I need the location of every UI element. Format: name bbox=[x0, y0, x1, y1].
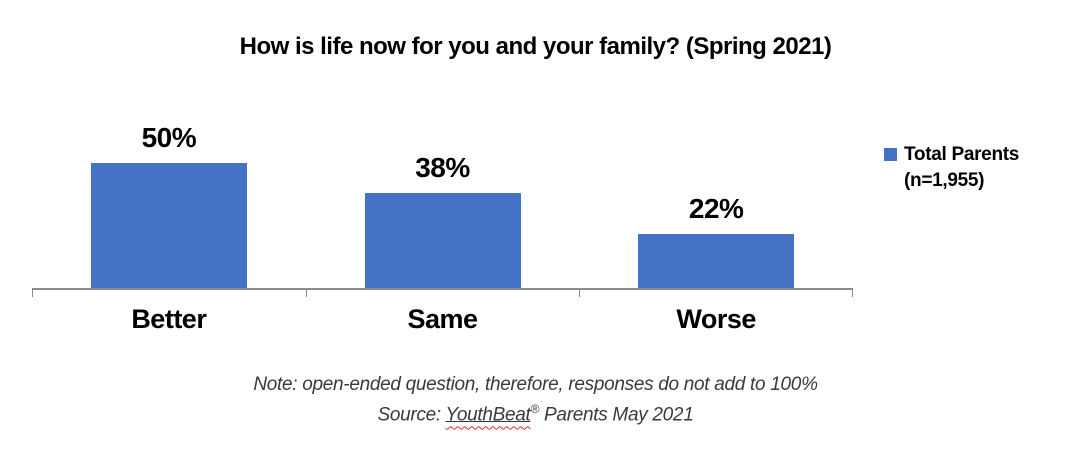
x-axis-tick bbox=[852, 290, 853, 297]
chart-title: How is life now for you and your family?… bbox=[239, 33, 832, 60]
source-prefix: Source: bbox=[377, 404, 446, 426]
bar-group-same: 38% bbox=[306, 110, 580, 290]
bar-same bbox=[364, 193, 521, 290]
value-label-better: 50% bbox=[141, 122, 197, 153]
category-label-worse: Worse bbox=[676, 304, 756, 334]
bar-better bbox=[90, 163, 247, 290]
bar-group-better: 50% bbox=[32, 110, 306, 290]
category-label-better: Better bbox=[131, 304, 207, 334]
footnote-text: Note: open-ended question, therefore, re… bbox=[253, 374, 818, 395]
category-labels-row: Better Same Worse bbox=[32, 304, 853, 335]
plot-area: 50% 38% 22% bbox=[32, 110, 853, 297]
bar-worse bbox=[638, 234, 795, 290]
source-brand: YouthBeat bbox=[445, 404, 531, 426]
x-axis-line bbox=[32, 288, 853, 290]
x-axis-tick bbox=[32, 290, 33, 297]
source-suffix: Parents May 2021 bbox=[539, 404, 694, 426]
legend-label-line1: Total Parents bbox=[904, 144, 1020, 165]
registered-trademark-symbol: ® bbox=[530, 402, 540, 416]
legend-label-line2: (n=1,955) bbox=[904, 169, 985, 191]
legend-swatch-icon bbox=[884, 148, 897, 161]
value-label-same: 38% bbox=[415, 152, 470, 183]
bar-group-worse: 22% bbox=[579, 110, 853, 290]
legend: Total Parents (n=1,955) bbox=[884, 142, 1019, 193]
x-axis-tick bbox=[305, 290, 307, 297]
bars-container: 50% 38% 22% bbox=[32, 110, 853, 290]
source-text: Source: YouthBeat® Parents May 2021 bbox=[0, 402, 1071, 426]
legend-label: Total Parents (n=1,955) bbox=[904, 142, 1019, 193]
category-label-same: Same bbox=[407, 304, 478, 334]
value-label-worse: 22% bbox=[688, 193, 744, 224]
x-axis-tick bbox=[579, 290, 581, 297]
